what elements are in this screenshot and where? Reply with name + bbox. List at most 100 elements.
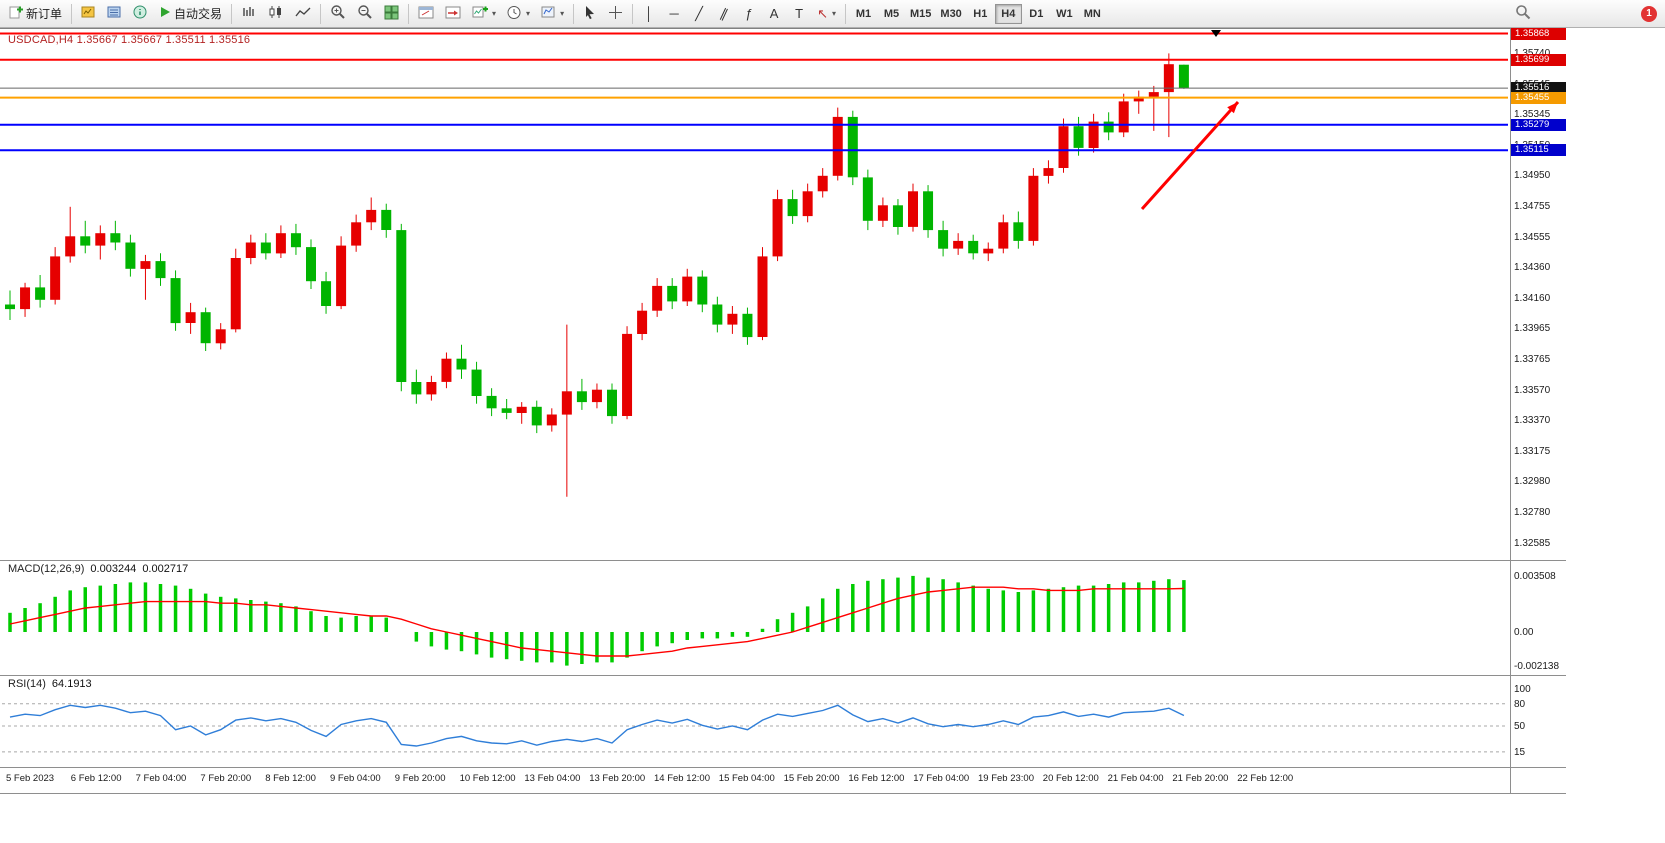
price-axis-label: 1.33965 — [1514, 323, 1551, 335]
panel-divider[interactable] — [0, 675, 1566, 676]
autotrade-play-icon — [159, 6, 171, 21]
annotation-arrow[interactable] — [1140, 100, 1240, 211]
time-axis-label: 9 Feb 20:00 — [394, 773, 446, 784]
periods-button[interactable]: ▾ — [502, 2, 535, 26]
new-order-icon — [9, 5, 23, 22]
navigator-button[interactable] — [128, 2, 153, 26]
chevron-down-icon: ▾ — [526, 9, 531, 18]
separator — [408, 3, 410, 24]
price-axis-label: 1.33765 — [1514, 354, 1551, 365]
chart-shift-button[interactable] — [440, 2, 466, 26]
price-axis-label: 1.34555 — [1514, 231, 1551, 243]
templates-icon — [541, 5, 556, 22]
zoom-out-button[interactable] — [352, 2, 378, 26]
price-axis-label: 1.32980 — [1514, 476, 1551, 488]
time-axis-label: 15 Feb 04:00 — [718, 773, 775, 784]
price-axis-label: 1.34360 — [1514, 262, 1551, 274]
indicators-button[interactable]: ▾ — [467, 2, 501, 26]
rsi-name: RSI(14) — [8, 678, 46, 690]
search-button[interactable] — [1510, 2, 1536, 26]
price-axis-label: 1.33370 — [1514, 415, 1551, 427]
price-axis-label: 1.33570 — [1514, 384, 1551, 396]
chart-shift-marker-icon[interactable] — [1211, 30, 1221, 37]
macd-label: MACD(12,26,9) 0.003244 0.002717 — [8, 563, 188, 575]
new-order-button[interactable]: 新订单 — [4, 2, 67, 26]
toolbar: 新订单 自动交易 — [0, 0, 1665, 28]
annotation-arrowhead — [1227, 102, 1238, 114]
horizontal-line-button[interactable]: ─ — [662, 2, 686, 26]
rsi-axis-label: 15 — [1514, 747, 1526, 758]
arrange-windows-icon — [418, 6, 434, 22]
timeframe-button-m1[interactable]: M1 — [855, 7, 872, 20]
line-chart-button[interactable] — [290, 2, 316, 26]
timeframe-button-h1[interactable]: H1 — [973, 7, 988, 20]
timeframe-button-d1[interactable]: D1 — [1029, 7, 1044, 20]
time-axis-label: 10 Feb 12:00 — [459, 773, 516, 784]
text-label-button[interactable]: T — [787, 2, 811, 26]
notification-badge[interactable]: 1 — [1641, 5, 1657, 22]
market-watch-button[interactable] — [76, 2, 101, 26]
crosshair-button[interactable] — [603, 2, 628, 26]
separator — [845, 3, 846, 24]
macd-histogram — [8, 575, 1186, 666]
trendline-button[interactable]: ╱ — [687, 2, 711, 26]
channel-button[interactable]: ∥ — [712, 2, 736, 26]
separator — [573, 3, 575, 24]
rsi-value: 64.1913 — [51, 678, 92, 690]
tile-windows-button[interactable] — [379, 2, 404, 26]
macd-signal-line — [9, 586, 1184, 657]
time-axis-label: 14 Feb 12:00 — [654, 773, 710, 784]
text-button[interactable]: A — [762, 2, 786, 26]
time-axis-label: 5 Feb 2023 — [6, 773, 55, 784]
timeframe-button-m5[interactable]: M5 — [883, 7, 900, 20]
timeframe-button-mn[interactable]: MN — [1083, 7, 1101, 20]
chevron-down-icon: ▾ — [560, 9, 565, 18]
rsi-axis-label: 50 — [1514, 721, 1526, 732]
zoom-in-icon — [330, 4, 346, 23]
price-axis-label: 1.35345 — [1514, 109, 1551, 121]
time-axis-label: 7 Feb 04:00 — [135, 773, 187, 784]
fibonacci-icon: ƒ — [745, 6, 753, 21]
line-chart-icon — [295, 5, 311, 22]
time-axis-label: 20 Feb 12:00 — [1042, 773, 1099, 784]
price-tag: 1.35455 — [1511, 92, 1566, 104]
crosshair-icon — [608, 5, 623, 23]
price-axis-label: 1.34950 — [1514, 170, 1551, 182]
clock-icon — [507, 5, 522, 23]
timeframe-button-h4[interactable]: H4 — [994, 3, 1022, 24]
time-axis-label: 21 Feb 20:00 — [1172, 773, 1229, 784]
market-watch-icon — [81, 5, 96, 22]
window-bottom-border — [0, 793, 1566, 794]
data-window-icon — [107, 5, 122, 22]
vertical-line-icon: │ — [645, 6, 654, 21]
price-tag: 1.35516 — [1511, 82, 1566, 94]
chart-workspace: USDCAD,H4 1.35667 1.35667 1.35511 1.3551… — [0, 28, 1566, 843]
cursor-button[interactable] — [578, 2, 602, 26]
new-order-label: 新订单 — [26, 7, 63, 21]
price-axis-border[interactable] — [1510, 29, 1511, 793]
time-axis-label: 8 Feb 12:00 — [265, 773, 316, 784]
vertical-line-button[interactable]: │ — [637, 2, 661, 26]
data-window-button[interactable] — [102, 2, 127, 26]
arrow-tool-icon: ↖ — [817, 6, 828, 21]
timeframe-button-m30[interactable]: M30 — [940, 7, 962, 20]
price-tag: 1.35115 — [1511, 144, 1566, 156]
chart-canvas[interactable] — [0, 29, 1510, 767]
timeframe-button-w1[interactable]: W1 — [1056, 7, 1073, 20]
timeframe-button-m15[interactable]: M15 — [910, 7, 932, 20]
autotrade-button[interactable]: 自动交易 — [154, 2, 227, 26]
candles-chart-button[interactable] — [263, 2, 289, 26]
price-axis-label: 1.33175 — [1514, 445, 1551, 457]
templates-button[interactable]: ▾ — [536, 2, 569, 26]
rsi-axis-label: 100 — [1514, 684, 1531, 695]
zoom-in-button[interactable] — [325, 2, 351, 26]
arrange-windows-button[interactable] — [413, 2, 439, 26]
time-axis-label: 9 Feb 04:00 — [330, 773, 381, 784]
arrows-tool-button[interactable]: ↖ ▾ — [812, 2, 841, 26]
equidistant-channel-icon: ∥ — [717, 5, 731, 22]
panel-divider[interactable] — [0, 560, 1566, 561]
separator — [71, 3, 73, 24]
time-axis-label: 22 Feb 12:00 — [1237, 773, 1294, 784]
bars-chart-button[interactable] — [236, 2, 262, 26]
fibonacci-button[interactable]: ƒ — [737, 2, 761, 26]
